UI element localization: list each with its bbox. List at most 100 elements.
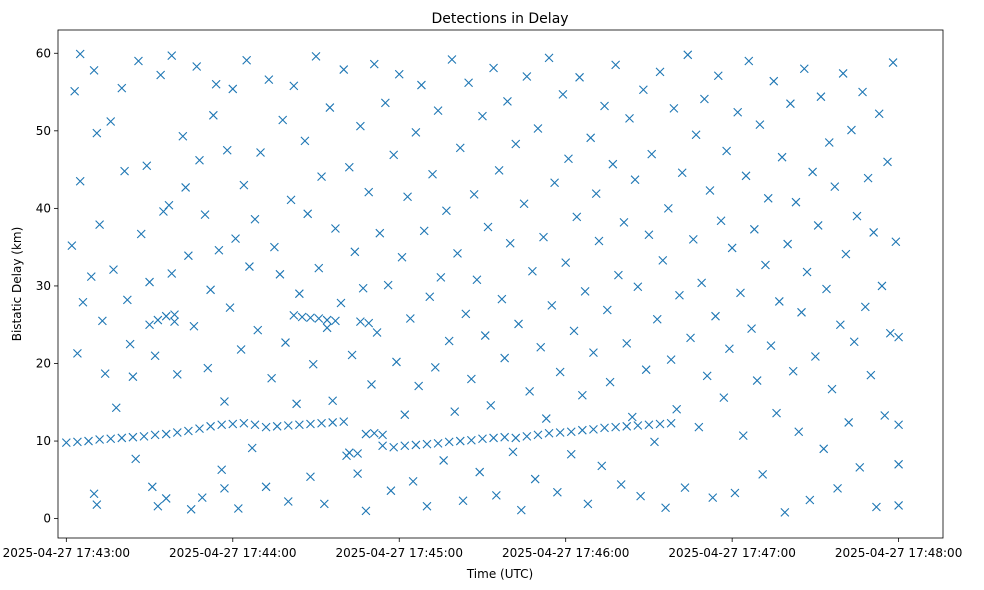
data-point xyxy=(361,506,371,516)
data-point xyxy=(239,418,249,428)
data-point xyxy=(369,428,379,438)
data-point xyxy=(120,166,129,176)
data-point xyxy=(841,249,851,259)
data-point xyxy=(577,390,587,400)
data-point xyxy=(686,333,695,343)
data-point xyxy=(419,226,429,236)
data-point xyxy=(181,183,191,192)
data-point xyxy=(455,436,465,446)
data-point xyxy=(461,309,471,319)
data-point xyxy=(95,220,105,230)
data-point xyxy=(97,316,107,326)
data-point xyxy=(788,366,798,376)
data-point xyxy=(522,72,532,81)
data-point xyxy=(683,50,693,60)
data-point xyxy=(722,146,731,156)
data-point xyxy=(666,418,676,428)
data-point xyxy=(783,239,793,249)
data-point xyxy=(250,420,260,430)
data-point xyxy=(894,332,903,342)
y-tick-label: 60 xyxy=(36,46,51,60)
data-point xyxy=(350,247,360,257)
data-point xyxy=(67,241,77,250)
data-point xyxy=(877,281,887,291)
data-point xyxy=(422,439,432,449)
data-point xyxy=(866,370,876,380)
data-point xyxy=(844,418,854,427)
chart-title: Detections in Delay xyxy=(431,11,568,27)
data-point xyxy=(217,465,227,475)
data-point xyxy=(630,175,640,185)
data-point xyxy=(161,311,171,321)
data-point xyxy=(109,265,118,275)
data-point xyxy=(220,483,229,493)
data-point xyxy=(128,432,138,442)
data-point xyxy=(225,303,235,313)
data-point xyxy=(306,313,315,323)
data-point xyxy=(519,199,529,209)
data-point xyxy=(106,117,116,126)
data-point xyxy=(497,294,507,304)
data-point xyxy=(150,351,160,361)
data-point xyxy=(838,69,848,78)
data-point xyxy=(727,243,737,253)
data-point xyxy=(117,83,127,93)
y-axis: 0 10 20 30 40 50 60 xyxy=(36,46,58,526)
data-point xyxy=(533,430,543,440)
data-point xyxy=(586,133,596,143)
data-point xyxy=(122,295,132,305)
data-point xyxy=(297,312,307,322)
data-point xyxy=(211,79,221,89)
x-axis: 2025-04-27 17:43:00 2025-04-27 17:44:00 20… xyxy=(3,538,962,560)
data-point xyxy=(383,280,393,290)
data-point xyxy=(700,94,709,104)
data-point xyxy=(167,269,177,278)
data-point xyxy=(250,214,260,224)
data-point xyxy=(89,489,99,499)
data-point xyxy=(228,84,238,94)
data-point xyxy=(691,130,701,140)
data-point xyxy=(134,56,143,66)
data-point xyxy=(650,437,659,447)
data-point xyxy=(555,367,565,377)
data-point xyxy=(436,273,446,282)
data-point xyxy=(530,474,540,484)
data-point xyxy=(514,319,523,329)
data-point xyxy=(672,404,682,414)
data-point xyxy=(369,59,379,69)
data-point xyxy=(289,81,299,91)
data-point xyxy=(214,245,224,255)
data-point xyxy=(322,323,332,333)
data-point xyxy=(810,352,820,361)
data-point xyxy=(716,216,726,226)
data-point xyxy=(328,396,338,406)
data-point xyxy=(894,420,903,430)
y-tick-label: 0 xyxy=(43,512,51,526)
data-point xyxy=(797,307,806,317)
data-point xyxy=(611,422,621,432)
data-point xyxy=(572,212,582,222)
data-point xyxy=(619,217,629,227)
data-point xyxy=(469,190,479,199)
data-point xyxy=(822,284,831,294)
data-point xyxy=(353,469,363,479)
data-point xyxy=(666,355,676,365)
data-point xyxy=(858,87,867,97)
data-point xyxy=(428,169,437,179)
data-point xyxy=(677,168,687,178)
data-point xyxy=(145,320,154,330)
data-point xyxy=(894,501,903,510)
data-point xyxy=(763,193,773,203)
data-point xyxy=(541,414,551,423)
data-point xyxy=(774,297,784,306)
data-point xyxy=(314,263,324,273)
data-points-layer xyxy=(61,49,903,517)
data-point xyxy=(408,476,418,486)
data-point xyxy=(835,320,845,330)
data-point xyxy=(766,341,776,351)
data-point xyxy=(589,348,598,358)
data-point xyxy=(378,430,387,440)
data-point xyxy=(711,311,720,321)
data-point xyxy=(78,297,88,307)
data-point xyxy=(136,229,146,239)
